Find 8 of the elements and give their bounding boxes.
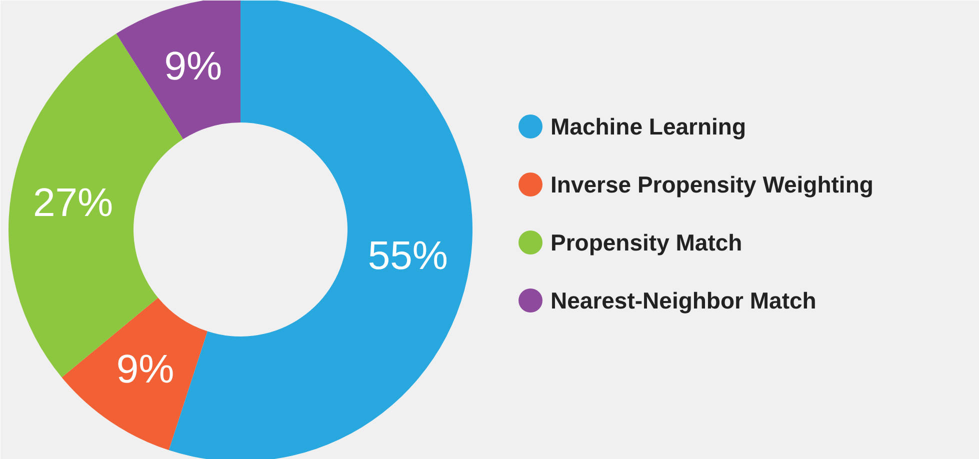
data-label: 27%	[33, 180, 114, 225]
legend-label: Nearest-Neighbor Match	[550, 288, 816, 314]
legend-label: Machine Learning	[550, 114, 746, 140]
data-label: 55%	[368, 234, 448, 278]
legend-label: Propensity Match	[550, 230, 742, 256]
data-label: 9%	[164, 44, 222, 89]
legend-label: Inverse Propensity Weighting	[550, 172, 874, 198]
data-label: 9%	[116, 348, 174, 392]
